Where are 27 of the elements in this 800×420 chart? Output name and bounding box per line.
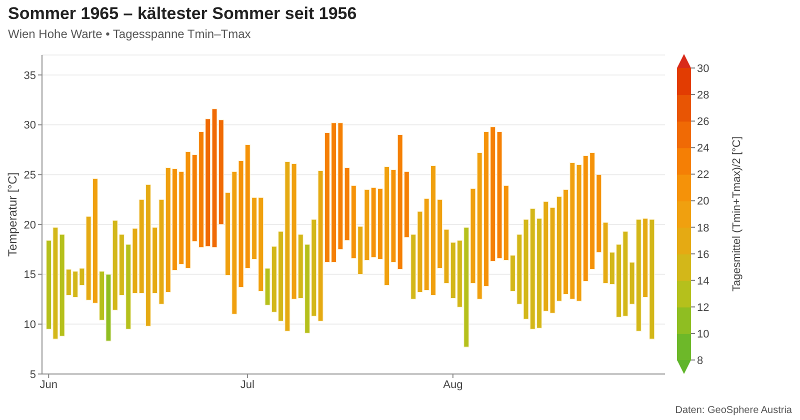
x-tick-label: Jul bbox=[240, 378, 254, 391]
y-tick-label: 15 bbox=[24, 269, 36, 282]
color-bar-title: Tagesmittel (Tmin+Tmax)/2 [°C] bbox=[731, 136, 743, 292]
chart-subtitle: Wien Hohe Warte • Tagesspanne Tmin–Tmax bbox=[8, 27, 251, 41]
color-bar-label: 24 bbox=[697, 142, 710, 155]
color-bar-label: 20 bbox=[697, 196, 710, 208]
color-bar-label: 18 bbox=[697, 222, 710, 234]
color-bar-label: 30 bbox=[697, 63, 710, 75]
color-bar-label: 8 bbox=[697, 355, 704, 367]
y-tick-label: 10 bbox=[24, 319, 36, 332]
color-bar-label: 22 bbox=[697, 169, 710, 182]
chart-title: Sommer 1965 – kältester Sommer seit 1956 bbox=[8, 4, 357, 24]
y-tick-label: 25 bbox=[24, 170, 36, 182]
y-tick-label: 20 bbox=[24, 219, 36, 232]
y-tick-label: 30 bbox=[24, 120, 36, 132]
x-tick-label: Aug bbox=[443, 378, 463, 391]
color-bar-label: 10 bbox=[697, 328, 710, 340]
color-bar-label: 12 bbox=[697, 302, 710, 314]
x-tick-label: Jun bbox=[40, 378, 58, 391]
color-bar-label: 16 bbox=[697, 248, 710, 261]
text: Daten: GeoSphere Austria bbox=[675, 405, 792, 416]
color-bar-label: 26 bbox=[697, 116, 710, 128]
y-tick-label: 5 bbox=[30, 368, 36, 381]
color-bar-label: 28 bbox=[697, 90, 710, 102]
y-tick-label: 35 bbox=[24, 70, 36, 82]
y-axis-title: Temperatur [°C] bbox=[5, 172, 20, 257]
color-bar-label: 14 bbox=[697, 275, 710, 288]
